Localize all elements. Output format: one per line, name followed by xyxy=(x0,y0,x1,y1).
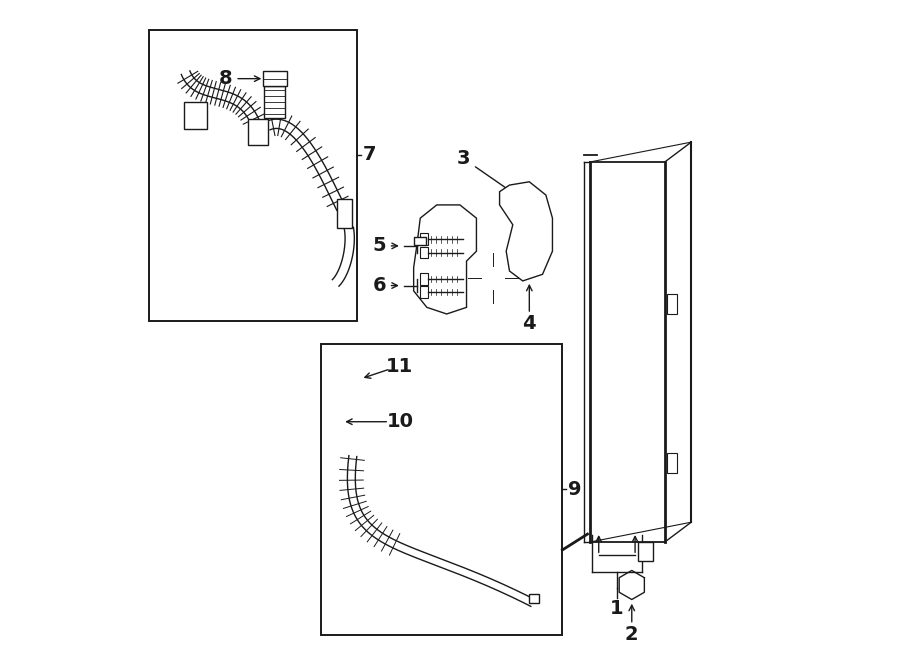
Text: 1: 1 xyxy=(610,599,624,617)
Bar xyxy=(149,30,357,321)
Text: 2: 2 xyxy=(625,625,639,644)
Text: 9: 9 xyxy=(568,480,581,498)
Text: 6: 6 xyxy=(373,276,386,295)
Polygon shape xyxy=(414,205,476,314)
Text: 11: 11 xyxy=(385,358,413,376)
Bar xyxy=(263,71,287,86)
Bar xyxy=(667,453,677,473)
Bar xyxy=(265,86,285,118)
Polygon shape xyxy=(420,233,428,245)
Bar xyxy=(184,102,207,129)
Bar xyxy=(414,237,426,245)
Text: 5: 5 xyxy=(373,237,386,255)
Text: 8: 8 xyxy=(219,69,232,88)
Polygon shape xyxy=(500,182,553,281)
Text: 10: 10 xyxy=(387,412,414,431)
Polygon shape xyxy=(420,247,428,258)
Polygon shape xyxy=(420,286,428,298)
Bar xyxy=(667,294,677,314)
Text: 4: 4 xyxy=(523,315,536,333)
Bar xyxy=(337,199,352,228)
Bar xyxy=(638,542,652,561)
Polygon shape xyxy=(420,273,428,285)
Bar xyxy=(529,594,538,603)
Bar xyxy=(248,119,268,145)
Bar xyxy=(321,344,562,635)
Text: 3: 3 xyxy=(456,149,470,168)
Text: 7: 7 xyxy=(363,145,376,165)
